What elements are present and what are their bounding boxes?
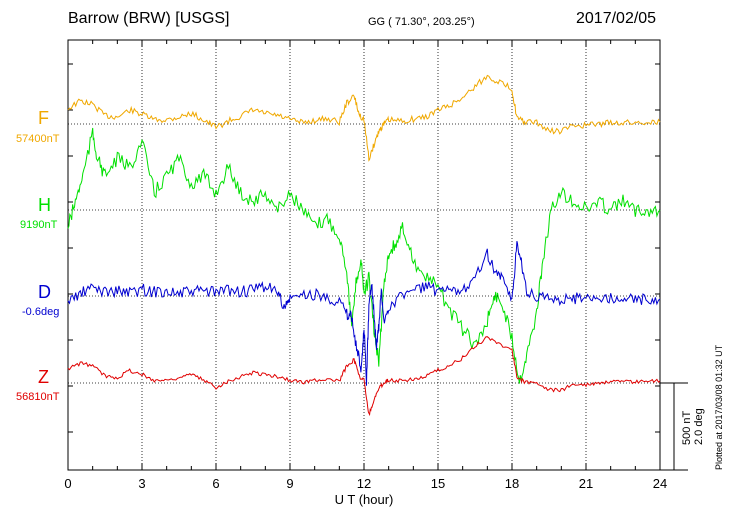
baseline-label-d: -0.6deg: [22, 306, 60, 318]
geographic-coordinates: GG ( 71.30°, 203.25°): [368, 16, 475, 28]
plot-frame: [67, 39, 661, 471]
x-tick-label: 6: [212, 476, 219, 491]
series-label-h: H: [38, 195, 51, 215]
x-axis-label: U T (hour): [335, 492, 394, 507]
series-label-z: Z: [38, 367, 49, 387]
station-title: Barrow (BRW) [USGS]: [68, 10, 230, 27]
scale-bar-label-nt: 500 nT: [681, 410, 693, 445]
date-label: 2017/02/05: [576, 10, 657, 27]
x-tick-label: 15: [431, 476, 445, 491]
x-tick-label: 3: [138, 476, 145, 491]
series-line-f: [67, 74, 661, 162]
series-label-f: F: [38, 108, 49, 128]
x-tick-label: 21: [579, 476, 593, 491]
series-line-h: [67, 127, 661, 384]
x-tick-label: 24: [653, 476, 667, 491]
scale-bar-label-deg: 2.0 deg: [693, 408, 705, 445]
series-line-d: [67, 240, 661, 386]
x-tick-label: 12: [357, 476, 371, 491]
x-tick-label: 18: [505, 476, 519, 491]
series-label-d: D: [38, 282, 51, 302]
x-tick-label: 9: [286, 476, 293, 491]
baseline-label-h: 9190nT: [20, 219, 58, 231]
x-tick-label: 0: [64, 476, 71, 491]
series-line-z: [67, 336, 661, 417]
baseline-label-z: 56810nT: [16, 391, 60, 403]
baseline-label-f: 57400nT: [16, 133, 60, 145]
